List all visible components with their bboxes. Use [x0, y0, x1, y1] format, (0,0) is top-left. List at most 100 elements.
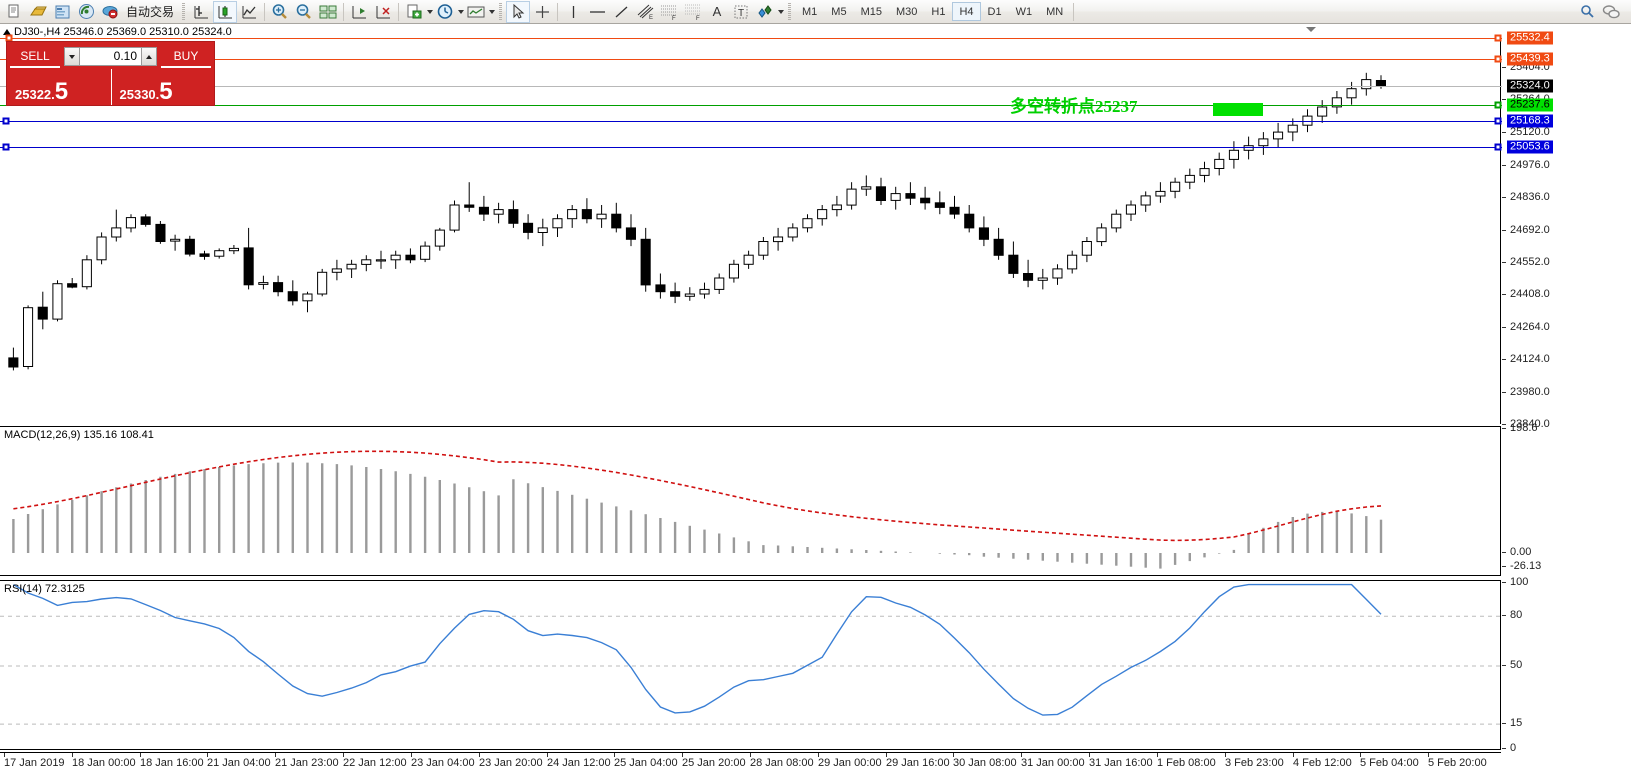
templates-icon[interactable]: [464, 1, 488, 23]
level-handle-25532-4[interactable]: [5, 34, 13, 42]
one-click-trading-panel[interactable]: SELL 0.10 BUY 25322 . 5 25330 . 5: [6, 41, 215, 106]
scroll-caret-icon[interactable]: [1306, 27, 1316, 32]
data-window-icon[interactable]: [50, 1, 74, 23]
price-badge-25324-0[interactable]: 25324.0: [1507, 79, 1553, 93]
level-line-25532-4[interactable]: [0, 38, 1502, 39]
rsi-tick-label: 100: [1510, 576, 1529, 588]
level-line-25053-6[interactable]: [0, 147, 1502, 149]
timeframe-mn[interactable]: MN: [1046, 6, 1064, 18]
time-tick: [411, 753, 412, 757]
line-chart-icon[interactable]: [237, 1, 261, 23]
price-badge-25439-3[interactable]: 25439.3: [1507, 52, 1553, 66]
level-handle-25532-4-right[interactable]: [1494, 34, 1502, 42]
timeframe-m1[interactable]: M1: [802, 6, 818, 18]
timeframe-w1[interactable]: W1: [1015, 6, 1033, 18]
timeframe-m15[interactable]: M15: [860, 6, 882, 18]
bar-chart-icon[interactable]: [189, 1, 213, 23]
price-tick: [1502, 164, 1506, 166]
candlestick-chart-icon[interactable]: [213, 0, 238, 23]
timeframe-h4[interactable]: H4: [952, 2, 981, 21]
signals-icon[interactable]: [74, 1, 98, 23]
time-tick-label: 31 Jan 16:00: [1089, 757, 1153, 769]
buy-price-frac: 5: [159, 78, 173, 105]
rsi-tick-label: 50: [1510, 659, 1523, 671]
level-handle-25053-6[interactable]: [1494, 143, 1502, 151]
chat-icon[interactable]: [1599, 1, 1623, 23]
price-badge-25532-4[interactable]: 25532.4: [1507, 31, 1553, 45]
tile-windows-icon[interactable]: [316, 1, 340, 23]
level-handle-25237-6[interactable]: [1494, 101, 1502, 109]
auto-trading-label[interactable]: 自动交易: [126, 5, 175, 19]
volume-input[interactable]: 0.10: [80, 47, 141, 66]
price-tick: [1502, 392, 1506, 394]
fibonacci-fan-icon[interactable]: F: [681, 1, 705, 23]
text-label-icon[interactable]: T: [729, 1, 753, 23]
zoom-in-icon[interactable]: [268, 1, 292, 23]
fibonacci-icon[interactable]: F: [657, 1, 681, 23]
price-chart-pane[interactable]: [0, 38, 1501, 424]
new-chart-icon[interactable]: [402, 1, 426, 23]
cursor-icon[interactable]: [506, 0, 531, 23]
support-zone-highlight[interactable]: [1213, 102, 1263, 116]
price-axis[interactable]: 25404.025264.025120.024976.024836.024692…: [1502, 26, 1631, 754]
level-handle-25439-3[interactable]: [1494, 55, 1502, 63]
timeframe-d1[interactable]: D1: [987, 6, 1002, 18]
volume-increase-button[interactable]: [141, 47, 157, 66]
text-icon[interactable]: A: [712, 4, 722, 19]
vertical-line-icon[interactable]: [561, 1, 585, 23]
volume-stepper[interactable]: 0.10: [64, 46, 157, 67]
timeframe-m5[interactable]: M5: [831, 6, 847, 18]
time-tick-label: 23 Jan 04:00: [411, 757, 475, 769]
level-handle-25053-6-left[interactable]: [2, 143, 10, 151]
timeframe-m30[interactable]: M30: [895, 6, 918, 18]
shapes-dropdown-icon[interactable]: [778, 9, 785, 14]
price-badge-25053-6[interactable]: 25053.6: [1507, 140, 1553, 154]
crosshair-icon[interactable]: [530, 1, 554, 23]
chart-annotation-text[interactable]: 多空转折点25237: [1010, 97, 1138, 117]
rsi-tick: [1502, 748, 1506, 749]
shapes-icon[interactable]: [753, 1, 777, 23]
horizontal-line-icon[interactable]: [585, 1, 609, 23]
period-dropdown-icon[interactable]: [458, 9, 465, 14]
timeframe-h1[interactable]: H1: [931, 6, 946, 18]
level-line-25439-3[interactable]: [0, 59, 1502, 61]
level-handle-25168-3[interactable]: [1494, 117, 1502, 125]
buy-button[interactable]: BUY: [161, 46, 211, 68]
auto-scroll-icon[interactable]: [371, 1, 395, 23]
macd-tick-label: 0.00: [1510, 546, 1532, 558]
toolbar-grip-2[interactable]: [499, 3, 503, 20]
time-tick-label: 25 Jan 04:00: [614, 757, 678, 769]
gold-bar-icon[interactable]: [26, 1, 50, 23]
search-icon[interactable]: [1575, 1, 1599, 23]
price-badge-25168-3[interactable]: 25168.3: [1507, 114, 1553, 128]
price-tick: [1502, 99, 1506, 101]
toolbar-divider-4: [557, 2, 559, 21]
level-line-last-price[interactable]: [0, 85, 1502, 87]
level-line-25237-6[interactable]: [0, 105, 1502, 107]
macd-indicator-pane[interactable]: MACD(12,26,9) 135.16 108.41: [0, 426, 1501, 576]
price-badge-25237-6[interactable]: 25237.6: [1507, 98, 1553, 112]
auto-trading-icon[interactable]: [98, 1, 122, 23]
time-axis[interactable]: 17 Jan 2019 18 Jan 00:00 18 Jan 16:00 21 Ja…: [0, 752, 1501, 773]
zoom-out-icon[interactable]: [292, 1, 316, 23]
level-line-25168-3[interactable]: [0, 121, 1502, 123]
sell-button[interactable]: SELL: [10, 46, 60, 68]
sell-price[interactable]: 25322 . 5: [7, 69, 111, 105]
volume-decrease-button[interactable]: [64, 47, 80, 66]
new-order-icon[interactable]: [2, 1, 26, 23]
chart-shift-icon[interactable]: [347, 1, 371, 23]
time-tick: [886, 753, 887, 757]
level-handle-25168-3-left[interactable]: [2, 117, 10, 125]
period-icon[interactable]: [433, 1, 457, 23]
toolbar-grip-3[interactable]: [788, 3, 792, 20]
toolbar-grip-1[interactable]: [182, 3, 186, 20]
rsi-indicator-pane[interactable]: RSI(14) 72.3125: [0, 580, 1501, 750]
collapse-triangle-icon[interactable]: [3, 29, 11, 35]
macd-tick: [1502, 566, 1506, 567]
buy-price[interactable]: 25330 . 5: [110, 69, 215, 105]
price-tick-label: 24264.0: [1510, 321, 1550, 334]
templates-dropdown-icon[interactable]: [489, 9, 496, 14]
trendline-icon[interactable]: [609, 1, 633, 23]
equidistant-channel-icon[interactable]: E: [633, 1, 657, 23]
new-chart-dropdown-icon[interactable]: [427, 9, 434, 14]
